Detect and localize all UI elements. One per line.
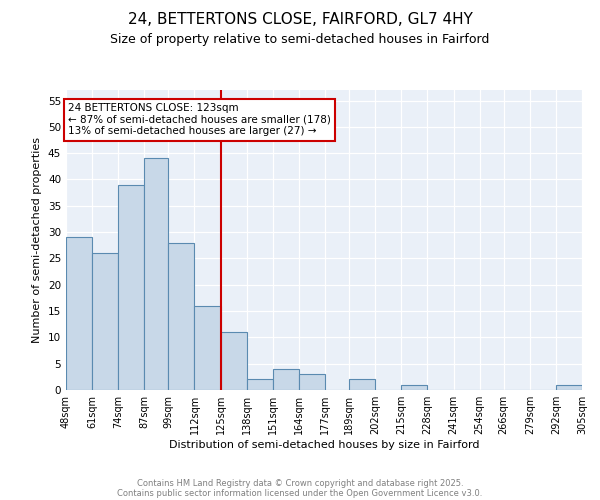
Text: 24, BETTERTONS CLOSE, FAIRFORD, GL7 4HY: 24, BETTERTONS CLOSE, FAIRFORD, GL7 4HY	[128, 12, 472, 28]
Bar	[169, 242, 194, 390]
Bar	[273, 369, 299, 390]
Bar	[247, 380, 273, 390]
Text: Size of property relative to semi-detached houses in Fairford: Size of property relative to semi-detach…	[110, 32, 490, 46]
X-axis label: Distribution of semi-detached houses by size in Fairford: Distribution of semi-detached houses by …	[169, 440, 479, 450]
Text: 24 BETTERTONS CLOSE: 123sqm
← 87% of semi-detached houses are smaller (178)
13% : 24 BETTERTONS CLOSE: 123sqm ← 87% of sem…	[68, 103, 331, 136]
Bar	[401, 384, 427, 390]
Text: Contains public sector information licensed under the Open Government Licence v3: Contains public sector information licen…	[118, 488, 482, 498]
Bar	[299, 374, 325, 390]
Bar	[221, 332, 247, 390]
Bar	[194, 306, 221, 390]
Bar	[349, 380, 375, 390]
Y-axis label: Number of semi-detached properties: Number of semi-detached properties	[32, 137, 43, 343]
Bar	[92, 253, 118, 390]
Bar	[145, 158, 169, 390]
Text: Contains HM Land Registry data © Crown copyright and database right 2025.: Contains HM Land Registry data © Crown c…	[137, 478, 463, 488]
Bar	[556, 384, 582, 390]
Bar	[66, 238, 92, 390]
Bar	[118, 184, 145, 390]
